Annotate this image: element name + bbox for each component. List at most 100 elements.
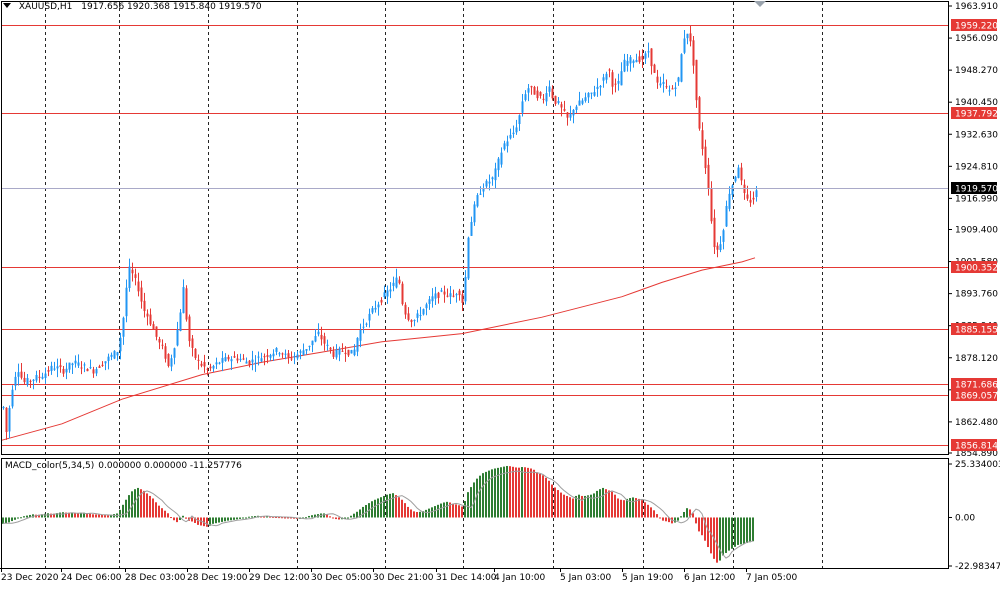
macd-bar xyxy=(611,491,613,518)
candle-bear xyxy=(533,86,536,95)
macd-bar xyxy=(467,492,469,518)
candle-bear xyxy=(650,48,653,67)
candle-bear xyxy=(704,146,707,169)
candle-bull xyxy=(89,367,92,369)
level-tag xyxy=(951,323,997,335)
candle-bull xyxy=(122,317,125,337)
candle-bear xyxy=(38,376,41,378)
candle-bear xyxy=(152,324,155,330)
macd-bar xyxy=(632,497,634,518)
macd-bar xyxy=(110,514,112,518)
candle-bear xyxy=(407,313,410,320)
macd-bar xyxy=(551,484,553,518)
candle-bull xyxy=(497,158,500,171)
candle-bear xyxy=(665,86,668,88)
candle-bull xyxy=(431,296,434,302)
symbol-menu-icon[interactable] xyxy=(3,3,11,8)
candle-bull xyxy=(668,90,671,92)
candle-bear xyxy=(461,294,464,303)
candle-bear xyxy=(692,40,695,66)
candle-bear xyxy=(161,344,164,346)
macd-bar xyxy=(80,512,82,518)
candle-bull xyxy=(260,358,263,362)
macd-bar xyxy=(173,517,175,521)
candle-bull xyxy=(731,185,734,195)
macd-bar xyxy=(326,514,328,518)
macd-bar xyxy=(482,473,484,518)
macd-bar xyxy=(380,497,382,518)
candle-bull xyxy=(254,362,257,364)
candle-bull xyxy=(569,114,572,118)
candle-bear xyxy=(740,167,743,181)
macd-bar xyxy=(65,512,67,518)
macd-bar xyxy=(185,517,187,519)
macd-bar xyxy=(290,517,292,519)
candle-bull xyxy=(350,350,353,354)
candle-bear xyxy=(320,334,323,340)
candle-bull xyxy=(500,152,503,165)
candle-bull xyxy=(110,354,113,357)
macd-bar xyxy=(572,498,574,518)
macd-bar xyxy=(626,498,628,518)
candle-bull xyxy=(503,143,506,150)
current-price-label: 1919.570 xyxy=(955,185,998,195)
macd-bar xyxy=(725,517,727,553)
candle-bull xyxy=(677,77,680,82)
macd-bar xyxy=(335,517,337,520)
chart-shift-marker[interactable] xyxy=(754,1,766,7)
candle-bull xyxy=(416,313,419,318)
vertical-grid xyxy=(45,2,823,568)
candle-bear xyxy=(458,290,461,296)
level-tag xyxy=(951,439,997,451)
macd-bar xyxy=(452,503,454,518)
macd-bar xyxy=(128,495,130,518)
macd-bar xyxy=(428,508,430,518)
macd-bar xyxy=(692,513,694,518)
macd-bar xyxy=(140,489,142,518)
candle-bear xyxy=(149,314,152,325)
macd-bar xyxy=(518,467,520,518)
ohlc-values: 1917.656 1920.368 1915.840 1919.570 xyxy=(81,2,262,12)
macd-bar xyxy=(50,513,52,518)
time-axis: 23 Dec 2020 24 Dec 06:00 28 Dec 03:00 28 De… xyxy=(1,568,798,583)
candle-bull xyxy=(557,101,560,104)
macd-bar xyxy=(323,513,325,518)
candle-bull xyxy=(620,71,623,86)
macd-bar xyxy=(287,517,289,519)
macd-bar xyxy=(83,512,85,518)
macd-bar xyxy=(197,517,199,525)
candle-bear xyxy=(404,304,407,315)
candle-bull xyxy=(170,358,173,367)
macd-bar xyxy=(23,516,25,518)
macd-bar xyxy=(458,505,460,518)
macd-bar xyxy=(344,517,346,519)
candle-bull xyxy=(251,359,254,363)
candle-bear xyxy=(59,365,62,367)
candle-bull xyxy=(584,97,587,101)
macd-bar xyxy=(119,509,121,518)
candle-bull xyxy=(725,205,728,227)
macd-bar xyxy=(683,511,685,518)
macd-bar xyxy=(716,517,718,563)
candle-bull xyxy=(257,356,260,358)
candle-bull xyxy=(179,312,182,331)
macd-bar xyxy=(11,517,13,522)
candle-bull xyxy=(440,290,443,292)
macd-bar xyxy=(374,499,376,518)
macd-bar xyxy=(719,517,721,561)
macd-bar xyxy=(536,472,538,518)
candle-bull xyxy=(308,345,311,347)
macd-bar xyxy=(704,517,706,541)
candle-bull xyxy=(470,221,473,236)
candle-bull xyxy=(755,190,758,198)
time-tick-label: 31 Dec 14:00 xyxy=(436,573,497,583)
macd-bar xyxy=(569,497,571,518)
candle-bull xyxy=(635,59,638,63)
level-tag xyxy=(951,19,997,31)
candle-bear xyxy=(611,72,614,87)
level-tag-label: 1937.792 xyxy=(955,110,998,120)
candle-bear xyxy=(290,358,293,360)
candle-bull xyxy=(428,299,431,304)
macd-bar xyxy=(617,498,619,518)
